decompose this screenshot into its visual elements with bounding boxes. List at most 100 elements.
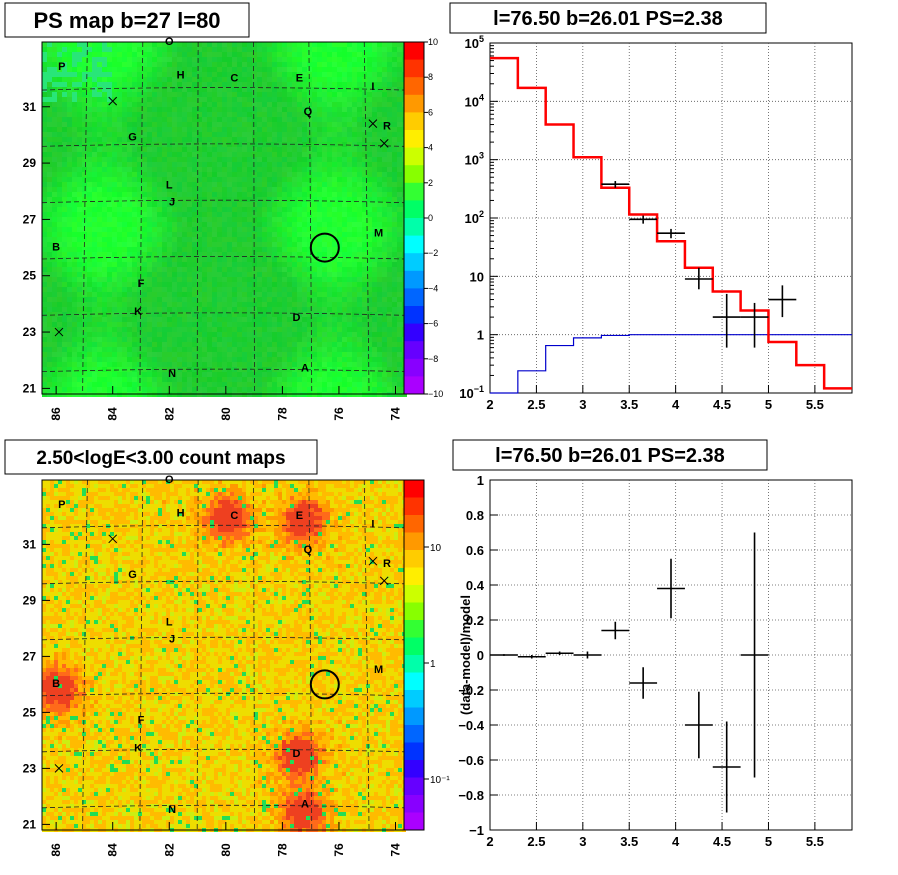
y-tick-label: 27 — [23, 649, 37, 663]
ps-map-lat-line — [41, 312, 405, 316]
y-tick-exponent: 2 — [479, 209, 484, 219]
cross-stroke — [379, 576, 389, 586]
colorbar-segment — [404, 532, 424, 551]
x-tick-label: 5.5 — [806, 834, 824, 849]
cross-stroke — [54, 764, 64, 773]
colorbar-tick-label: −2 — [428, 248, 438, 258]
source-label: Q — [304, 544, 313, 556]
x-tick-label: 84 — [106, 843, 120, 857]
data-point — [768, 285, 797, 318]
count-map-lat-line — [41, 692, 405, 697]
x-tick-label: 76 — [332, 843, 346, 857]
cross-marker — [379, 576, 389, 586]
count-map-lat-line — [41, 748, 405, 753]
colorbar-tick-label: 1 — [430, 659, 436, 670]
source-label: O — [165, 474, 174, 486]
count-map-lat-line — [41, 580, 405, 585]
spectrum-plot: 2 2.5 3 3.5 4 4.5 5 5.5 10−1 1 10 102 103 104 105 — [459, 34, 853, 412]
ps-map-lat-line — [41, 87, 405, 91]
ps-map-lat-line — [41, 368, 405, 373]
ps-map-source-circle — [309, 232, 340, 263]
y-tick-label: 21 — [23, 381, 37, 395]
count-map-title-text: 2.50<logE<3.00 count maps — [36, 448, 285, 469]
y-tick-label: 1 — [477, 328, 484, 343]
colorbar-segment — [404, 777, 424, 796]
residual-point — [490, 654, 518, 656]
y-tick-label: 27 — [23, 212, 37, 226]
y-tick-label: 104 — [465, 92, 484, 109]
y-axis-label: (data-model)/model — [458, 595, 473, 715]
cross-stroke — [54, 327, 64, 337]
colorbar-segment — [404, 725, 424, 743]
data-point — [740, 302, 769, 348]
y-tick-label: 21 — [23, 817, 37, 831]
y-tick-label: 31 — [23, 100, 37, 114]
ps-map-lat-line — [41, 143, 405, 147]
colorbar-tick-label: −6 — [428, 319, 438, 329]
data-point — [601, 181, 630, 188]
y-tick-label: 0.2 — [466, 613, 484, 628]
colorbar-segment — [404, 253, 424, 272]
residual-plot: 2 2.5 3 3.5 4 4.5 5 5.5 −1 −0.8 −0.6 −0.4 −0.2 0 0.2 0.… — [458, 473, 853, 849]
residual-point — [517, 655, 546, 659]
colorbar-segment — [404, 306, 424, 325]
y-tick-label: −0.4 — [458, 718, 484, 733]
cross-stroke — [379, 139, 389, 148]
y-tick-label: 10 — [470, 269, 484, 284]
y-tick-label: 25 — [23, 705, 37, 719]
colorbar-segment — [404, 480, 424, 498]
cross-stroke — [108, 534, 118, 544]
y-tick-label: 25 — [23, 269, 37, 283]
colorbar-segment — [404, 655, 424, 673]
colorbar-segment — [404, 77, 424, 96]
colorbar-segment — [404, 637, 424, 656]
spectrum-title: l=76.50 b=26.01 PS=2.38 — [449, 2, 767, 34]
source-label: L — [166, 617, 173, 629]
colorbar-segment — [404, 94, 424, 113]
colorbar-segment — [404, 742, 424, 761]
ps-map-lon-line — [363, 41, 370, 395]
data-point — [684, 267, 713, 290]
source-label: I — [371, 519, 374, 531]
colorbar-segment — [404, 323, 424, 342]
source-label: A — [301, 799, 309, 811]
colorbar-segment — [404, 165, 424, 184]
colorbar-segment — [404, 497, 424, 516]
colorbar-segment — [404, 690, 424, 708]
colorbar-segment — [404, 760, 424, 778]
ps-map-lon-line — [139, 41, 144, 395]
x-tick-label: 2.5 — [527, 834, 545, 849]
source-label: E — [296, 510, 303, 522]
colorbar-tick-label: 8 — [428, 72, 433, 82]
x-tick-label: 86 — [49, 843, 63, 857]
y-tick-label: 23 — [23, 761, 37, 775]
spectrum-title-frame — [449, 2, 767, 34]
source-label: M — [374, 664, 383, 676]
count-map-sources: O P H C E I Q R G LJ B M F K D N A — [52, 474, 391, 816]
colorbar-tick-label: 2 — [428, 178, 433, 188]
colorbar-segment — [404, 341, 424, 360]
ps-map-axes: 86 84 82 80 78 76 74 31 29 27 25 23 21 — [23, 100, 403, 421]
colorbar-segment — [404, 288, 424, 307]
source-label: R — [383, 120, 391, 132]
y-tick-label: 0 — [477, 648, 484, 663]
colorbar-segment — [404, 672, 424, 691]
source-label: J — [169, 196, 175, 208]
y-tick-label: 0.6 — [466, 543, 484, 558]
cross-marker — [108, 96, 118, 106]
count-map-colorbar — [403, 479, 425, 831]
x-tick-label: 78 — [275, 407, 289, 421]
y-tick-label: 1 — [477, 473, 484, 488]
x-tick-label: 86 — [49, 407, 63, 421]
cross-marker — [379, 139, 389, 148]
source-label: G — [128, 569, 137, 581]
cross-marker — [108, 534, 118, 544]
ps-map-title-text: PS map b=27 l=80 — [33, 8, 220, 33]
count-map-graticule — [41, 479, 405, 831]
x-tick-label: 82 — [162, 843, 176, 857]
ps-map-lon-line — [196, 41, 199, 395]
source-label: I — [371, 81, 374, 93]
spectrum-title-text: l=76.50 b=26.01 PS=2.38 — [493, 8, 723, 30]
ps-map-title-frame — [4, 2, 250, 38]
x-tick-label: 4 — [672, 834, 680, 849]
